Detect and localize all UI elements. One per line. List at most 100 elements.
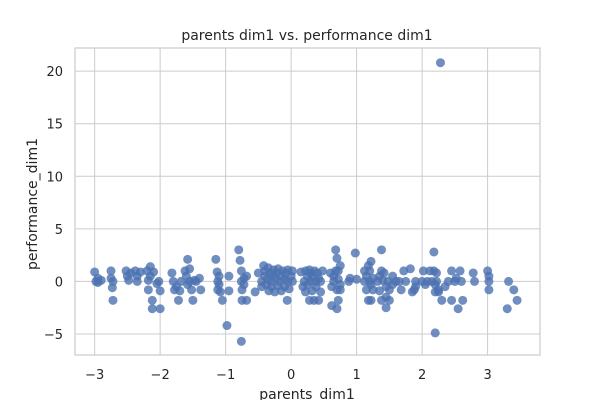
data-point bbox=[432, 276, 442, 286]
data-point bbox=[332, 304, 342, 314]
data-point bbox=[470, 276, 480, 286]
data-point bbox=[502, 304, 512, 314]
data-point bbox=[433, 287, 443, 297]
data-point bbox=[143, 285, 153, 295]
data-point bbox=[430, 328, 440, 338]
data-point bbox=[375, 286, 385, 296]
data-points bbox=[90, 58, 522, 346]
data-point bbox=[108, 295, 118, 305]
data-point bbox=[333, 295, 343, 305]
data-point bbox=[154, 276, 164, 286]
x-tick-label: 2 bbox=[418, 368, 426, 383]
chart-title: parents dim1 vs. performance dim1 bbox=[181, 28, 432, 44]
x-axis-label: parents_dim1 bbox=[259, 387, 355, 400]
data-point bbox=[316, 287, 326, 297]
data-point bbox=[194, 273, 204, 283]
data-point bbox=[242, 295, 252, 305]
data-point bbox=[331, 245, 341, 255]
data-point bbox=[149, 267, 159, 277]
data-point bbox=[429, 247, 439, 257]
y-tick-label: 15 bbox=[46, 118, 63, 133]
data-point bbox=[124, 275, 134, 285]
data-point bbox=[401, 276, 411, 286]
data-point bbox=[236, 336, 246, 346]
data-point bbox=[458, 295, 468, 305]
x-tick-label: −3 bbox=[85, 368, 104, 383]
data-point bbox=[484, 285, 494, 295]
data-point bbox=[175, 286, 185, 296]
x-tick-labels: −3 −2 −1 0 1 2 3 bbox=[85, 368, 492, 383]
x-tick-label: 3 bbox=[483, 368, 491, 383]
data-point bbox=[108, 276, 118, 286]
data-point bbox=[211, 254, 221, 264]
data-point bbox=[250, 287, 260, 297]
data-point bbox=[215, 287, 225, 297]
data-point bbox=[335, 285, 345, 295]
data-point bbox=[234, 245, 244, 255]
data-point bbox=[224, 271, 234, 281]
x-tick-label: 1 bbox=[352, 368, 360, 383]
data-point bbox=[456, 276, 466, 286]
data-point bbox=[106, 266, 116, 276]
data-point bbox=[366, 256, 376, 266]
data-point bbox=[183, 254, 193, 264]
data-point bbox=[187, 285, 197, 295]
data-point bbox=[411, 282, 421, 292]
data-point bbox=[287, 266, 297, 276]
data-point bbox=[318, 266, 328, 276]
data-point bbox=[405, 264, 415, 274]
data-point bbox=[468, 268, 478, 278]
data-point bbox=[512, 295, 522, 305]
data-point bbox=[509, 285, 519, 295]
data-point bbox=[224, 286, 234, 296]
data-point bbox=[384, 295, 394, 305]
data-point bbox=[173, 295, 183, 305]
data-point bbox=[437, 295, 447, 305]
data-point bbox=[352, 274, 362, 284]
data-point bbox=[214, 271, 224, 281]
data-point bbox=[155, 304, 165, 314]
data-point bbox=[287, 276, 297, 286]
y-tick-label: 20 bbox=[46, 65, 63, 80]
data-point bbox=[379, 268, 389, 278]
data-point bbox=[93, 277, 103, 287]
data-point bbox=[484, 271, 494, 281]
data-point bbox=[282, 295, 292, 305]
data-point bbox=[155, 286, 165, 296]
data-point bbox=[335, 261, 345, 271]
data-point bbox=[443, 276, 453, 286]
data-point bbox=[365, 266, 375, 276]
data-point bbox=[214, 280, 224, 290]
y-tick-label: 5 bbox=[55, 223, 63, 238]
plot-frame bbox=[74, 47, 541, 356]
data-point bbox=[447, 266, 457, 276]
x-tick-label: −1 bbox=[216, 368, 235, 383]
data-point bbox=[147, 304, 157, 314]
data-point bbox=[222, 321, 232, 331]
data-point bbox=[447, 295, 457, 305]
y-tick-label: −5 bbox=[44, 328, 63, 343]
plot-area bbox=[74, 47, 541, 356]
data-point bbox=[394, 276, 404, 286]
data-point bbox=[396, 285, 406, 295]
data-point bbox=[217, 295, 227, 305]
y-axis-label: performance_dim1 bbox=[25, 138, 41, 270]
x-tick-label: −2 bbox=[151, 368, 170, 383]
y-tick-label: 10 bbox=[46, 170, 63, 185]
data-point bbox=[332, 253, 342, 263]
data-point bbox=[377, 245, 387, 255]
data-point bbox=[350, 248, 360, 258]
data-point bbox=[188, 295, 198, 305]
data-point bbox=[504, 276, 514, 286]
data-point bbox=[381, 303, 391, 313]
data-point bbox=[366, 295, 376, 305]
data-point bbox=[418, 266, 428, 276]
data-point bbox=[314, 295, 324, 305]
y-tick-label: 0 bbox=[55, 275, 63, 290]
data-point bbox=[435, 58, 445, 68]
data-point bbox=[147, 295, 157, 305]
y-tick-labels: −5 0 5 10 15 20 bbox=[44, 65, 63, 343]
data-point bbox=[196, 285, 206, 295]
data-point bbox=[316, 276, 326, 286]
